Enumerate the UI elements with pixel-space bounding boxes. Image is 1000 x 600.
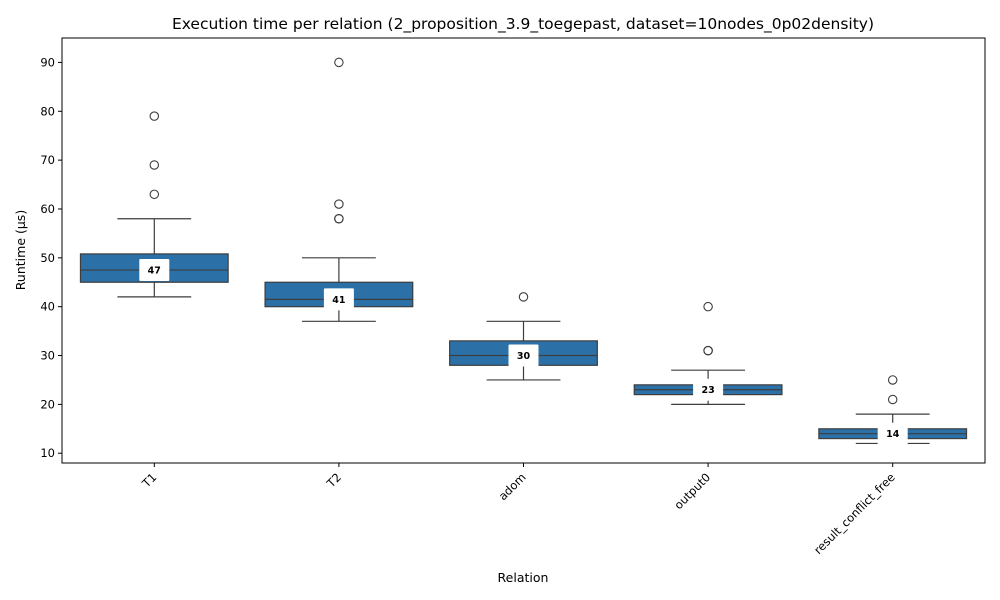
y-axis: 10 20 30 40 50 60 70 80 90 bbox=[40, 55, 62, 460]
median-label: 30 bbox=[517, 351, 531, 362]
y-tick-label: 10 bbox=[40, 446, 55, 460]
x-tick-label: output0 bbox=[671, 470, 713, 512]
median-label-bg bbox=[877, 422, 908, 445]
outlier-point bbox=[149, 111, 160, 121]
median-label-bg bbox=[508, 344, 539, 367]
plot-area-frame bbox=[61, 37, 986, 464]
median-label: 14 bbox=[886, 429, 900, 440]
outlier-point bbox=[149, 189, 160, 200]
y-tick-label: 50 bbox=[40, 251, 55, 265]
y-tick-label: 40 bbox=[40, 300, 55, 314]
y-tick-label: 30 bbox=[40, 349, 55, 363]
y-tick-label: 60 bbox=[40, 202, 55, 216]
y-tick-label: 70 bbox=[40, 153, 55, 167]
box-group-T1: 47 bbox=[79, 111, 229, 298]
y-tick-label: 80 bbox=[40, 104, 55, 118]
outlier-point bbox=[887, 375, 898, 385]
outlier-point bbox=[887, 394, 898, 405]
x-axis: T1 T2 adom output0 result_conflict_free bbox=[139, 463, 898, 557]
x-axis-label: Relation bbox=[498, 570, 549, 585]
outlier-point bbox=[334, 57, 344, 68]
chart-title: Execution time per relation (2_propositi… bbox=[172, 15, 874, 34]
outlier-point bbox=[703, 301, 713, 312]
box-group-output0: 23 bbox=[633, 301, 783, 405]
x-tick-label: T2 bbox=[323, 470, 344, 491]
y-tick-label: 20 bbox=[40, 397, 55, 411]
outlier-point bbox=[334, 213, 344, 224]
x-tick-label: adom bbox=[496, 470, 529, 503]
median-label-bg bbox=[139, 259, 170, 282]
boxes-layer: 47 41 30 23 14 bbox=[79, 57, 968, 445]
outlier-point bbox=[149, 160, 160, 170]
x-tick-label: result_conflict_free bbox=[811, 470, 898, 557]
median-label: 47 bbox=[148, 266, 161, 277]
outlier-point bbox=[703, 345, 713, 356]
outlier-point bbox=[334, 199, 344, 209]
x-tick-label: T1 bbox=[139, 470, 160, 491]
median-label-bg bbox=[693, 378, 724, 401]
median-label-bg bbox=[323, 288, 354, 311]
box-group-adom: 30 bbox=[449, 292, 598, 381]
box-group-result_conflict_free: 14 bbox=[818, 375, 968, 445]
median-label: 41 bbox=[332, 295, 345, 306]
y-axis-label: Runtime (µs) bbox=[13, 210, 28, 290]
outlier-point bbox=[518, 292, 529, 302]
box-group-T2: 41 bbox=[264, 57, 414, 322]
y-tick-label: 90 bbox=[40, 55, 55, 69]
median-label: 23 bbox=[701, 385, 714, 396]
